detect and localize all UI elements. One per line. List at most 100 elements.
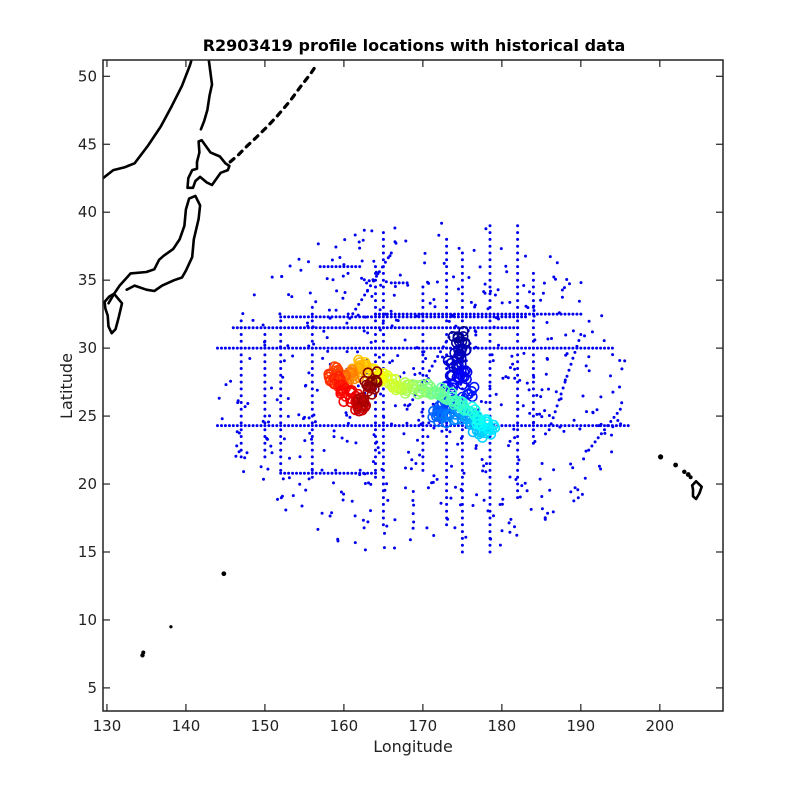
historical-point: [372, 433, 376, 437]
historical-point: [374, 455, 377, 459]
historical-point: [445, 441, 449, 445]
historical-point: [577, 299, 581, 303]
historical-point: [332, 481, 335, 485]
historical-point: [275, 346, 279, 350]
historical-point: [405, 326, 409, 330]
historical-point: [390, 324, 394, 328]
historical-point: [241, 312, 245, 316]
historical-point: [341, 296, 345, 300]
historical-point: [316, 527, 320, 531]
float-profiles-layer: [323, 325, 501, 443]
historical-point: [310, 428, 314, 432]
historical-point: [555, 424, 559, 428]
historical-point: [575, 344, 579, 348]
historical-point: [425, 374, 429, 378]
historical-point: [302, 424, 306, 428]
historical-point: [550, 337, 553, 340]
historical-point: [486, 307, 490, 311]
historical-point: [432, 474, 436, 478]
historical-point: [381, 321, 385, 325]
historical-point: [516, 285, 520, 289]
historical-point: [497, 343, 500, 347]
historical-point: [404, 486, 407, 490]
historical-point: [342, 346, 346, 350]
historical-point: [543, 346, 547, 350]
historical-point: [460, 251, 464, 255]
historical-point: [381, 421, 385, 425]
historical-point: [567, 368, 571, 372]
historical-point: [467, 276, 471, 279]
historical-point: [356, 313, 360, 317]
historical-point: [381, 271, 385, 275]
historical-point: [374, 421, 377, 425]
historical-point: [382, 546, 386, 550]
historical-point: [370, 346, 373, 350]
historical-point: [243, 424, 247, 428]
historical-point: [488, 258, 492, 262]
historical-point: [581, 394, 585, 398]
historical-point: [488, 384, 492, 388]
historical-point: [421, 401, 425, 404]
historical-point: [381, 278, 385, 282]
island-mark: [141, 650, 146, 655]
historical-point: [239, 339, 243, 343]
historical-point: [251, 346, 255, 350]
historical-point: [310, 373, 314, 377]
historical-point: [383, 488, 387, 492]
historical-point: [377, 326, 381, 330]
historical-point: [421, 326, 425, 330]
historical-point: [489, 537, 493, 541]
historical-point: [326, 326, 330, 330]
historical-point: [339, 490, 343, 494]
historical-point: [312, 342, 316, 346]
historical-point: [433, 326, 437, 330]
historical-point: [334, 346, 338, 350]
historical-point: [512, 315, 516, 319]
historical-point: [460, 315, 464, 319]
historical-point: [445, 305, 449, 309]
historical-point: [603, 428, 606, 432]
historical-point: [591, 424, 595, 428]
historical-point: [281, 477, 285, 481]
historical-point: [563, 378, 567, 382]
historical-point: [287, 315, 291, 319]
historical-point: [460, 285, 464, 289]
historical-point: [421, 455, 425, 459]
historical-point: [516, 482, 520, 486]
historical-point: [523, 481, 527, 485]
historical-point: [482, 498, 486, 502]
historical-point: [334, 471, 338, 475]
historical-point: [275, 398, 279, 402]
historical-point: [429, 315, 433, 319]
historical-point: [330, 265, 334, 269]
historical-point: [243, 346, 247, 350]
historical-point: [345, 350, 349, 354]
historical-point: [476, 315, 480, 319]
historical-point: [287, 424, 291, 428]
historical-point: [247, 424, 251, 428]
historical-point: [413, 373, 417, 376]
historical-point: [414, 314, 418, 318]
float-profile-point: [447, 395, 459, 407]
historical-point: [298, 455, 302, 459]
historical-point: [393, 285, 397, 288]
historical-point: [599, 432, 603, 436]
historical-point: [516, 231, 520, 235]
historical-point: [243, 456, 247, 460]
historical-point: [361, 238, 365, 242]
historical-point: [437, 233, 441, 237]
plot-frame: [102, 59, 724, 712]
historical-point: [520, 346, 524, 350]
historical-point: [380, 467, 384, 471]
historical-point: [263, 373, 267, 377]
historical-point: [342, 315, 346, 319]
historical-point: [227, 346, 231, 350]
historical-point: [441, 326, 445, 330]
historical-point: [421, 468, 425, 472]
historical-point: [327, 308, 331, 312]
historical-point: [288, 264, 292, 268]
historical-point: [516, 346, 520, 350]
historical-point: [445, 482, 449, 486]
historical-point: [279, 401, 283, 404]
